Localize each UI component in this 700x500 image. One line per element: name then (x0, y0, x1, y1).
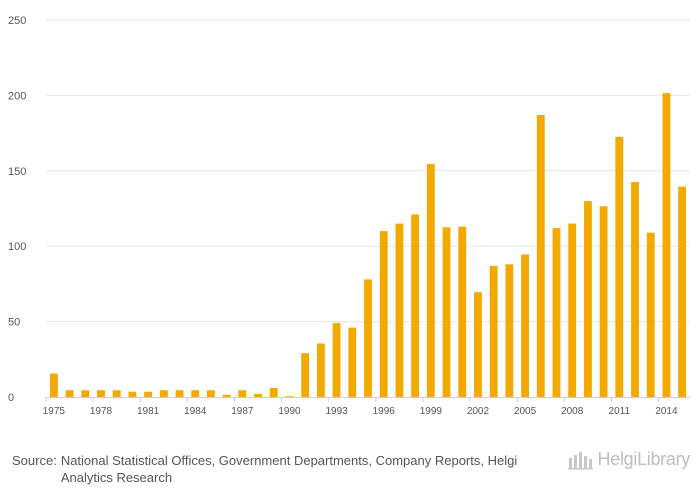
bar-2005 (521, 254, 529, 397)
x-tick-label: 2014 (655, 406, 678, 417)
bar-1998 (411, 214, 420, 397)
bar-2002 (474, 292, 482, 397)
bar-1978 (97, 390, 105, 397)
bar-1977 (81, 390, 90, 397)
bar-chart: 0 50 100 150 200 250 1975 1978 1981 1984 1987 1990… (8, 15, 690, 417)
bar-1983 (175, 390, 184, 397)
y-tick-label: 100 (8, 241, 26, 253)
x-tick-label: 2005 (514, 406, 537, 417)
bar-1992 (316, 343, 325, 397)
bar-1986 (222, 394, 231, 397)
bar-2012 (631, 182, 639, 397)
library-icon (567, 451, 593, 469)
x-tick-label: 1987 (231, 406, 254, 417)
x-tick-label: 1984 (184, 406, 207, 417)
bar-2015 (678, 186, 687, 397)
bar-1984 (191, 390, 200, 397)
bar-2003 (489, 265, 498, 397)
bar-1999 (426, 164, 435, 397)
bar-1975 (49, 373, 58, 397)
bars (49, 93, 687, 397)
grid-lines (46, 19, 690, 323)
bar-2004 (505, 264, 514, 397)
x-axis (45, 397, 690, 402)
bar-1991 (301, 353, 310, 397)
x-tick-label: 1996 (373, 406, 396, 417)
x-tick-label: 2008 (561, 406, 584, 417)
x-axis-tick-labels: 1975 1978 1981 1984 1987 1990 1993 1996 1999 2002… (43, 406, 678, 417)
y-tick-label: 200 (8, 90, 26, 102)
brand-logo: HelgiLibrary (567, 449, 691, 470)
bar-1990 (285, 396, 294, 397)
bar-1988 (254, 393, 262, 397)
bar-1985 (207, 390, 215, 397)
x-tick-label: 2011 (609, 406, 631, 417)
bar-2013 (646, 232, 655, 397)
bar-1979 (112, 390, 121, 397)
bar-1976 (65, 390, 74, 397)
bar-1996 (379, 231, 388, 397)
y-tick-label: 250 (8, 15, 26, 27)
x-tick-label: 1975 (43, 406, 66, 417)
bar-1980 (128, 391, 137, 397)
source-text: National Statistical Offices, Government… (60, 453, 518, 485)
source-note: Source: National Statistical Offices, Gov… (12, 452, 552, 486)
bar-1994 (348, 327, 357, 397)
bar-2001 (458, 226, 467, 397)
bar-2007 (552, 228, 561, 397)
bar-2009 (583, 200, 592, 397)
bar-1993 (332, 323, 341, 397)
bar-1995 (364, 279, 372, 397)
y-tick-label: 50 (8, 317, 20, 329)
y-tick-label: 150 (8, 166, 26, 178)
bar-2011 (615, 136, 624, 397)
x-tick-label: 1978 (90, 406, 113, 417)
bar-2008 (568, 223, 577, 397)
bar-2006 (536, 115, 545, 397)
bar-1982 (159, 390, 168, 397)
x-tick-label: 1981 (137, 406, 160, 417)
bar-1997 (395, 223, 404, 397)
x-tick-label: 1990 (278, 406, 301, 417)
y-tick-label: 0 (8, 392, 14, 404)
bar-2014 (662, 93, 671, 397)
x-tick-label: 2002 (467, 406, 490, 417)
bar-1981 (144, 391, 153, 397)
source-label: Source: (12, 453, 57, 468)
x-tick-label: 1999 (420, 406, 443, 417)
bar-1989 (269, 387, 278, 397)
bar-1987 (238, 390, 247, 397)
x-tick-label: 1993 (325, 406, 348, 417)
bar-2000 (442, 227, 451, 397)
bar-2010 (599, 206, 608, 397)
y-axis-tick-labels: 0 50 100 150 200 250 (8, 15, 26, 404)
brand-name: HelgiLibrary (597, 449, 691, 469)
